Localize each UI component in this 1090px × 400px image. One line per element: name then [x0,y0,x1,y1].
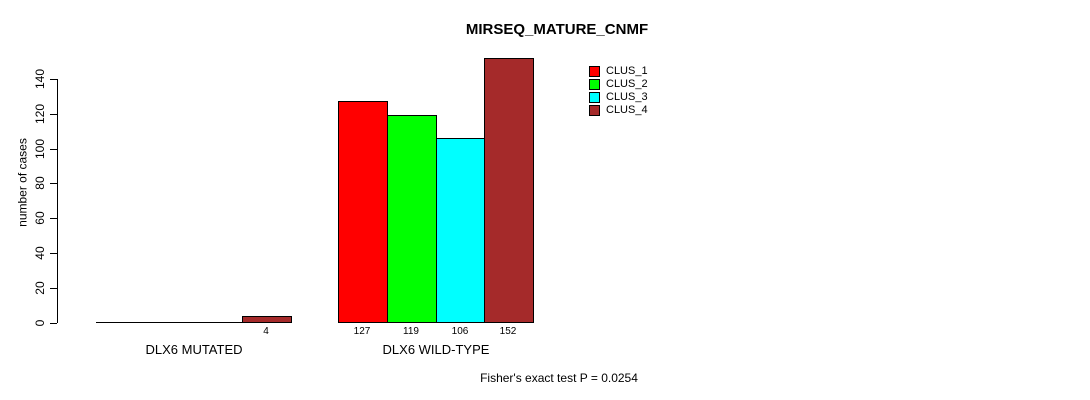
y-tick-label: 20 [33,281,47,295]
bar-clus_3 [436,138,486,323]
y-tick-label: 120 [33,103,47,125]
legend-label: CLUS_4 [606,104,648,116]
zero-bar-clus_2 [145,322,195,323]
y-tick-mark [50,79,57,80]
y-tick-label: 0 [33,319,47,327]
group-label: DLX6 WILD-TYPE [382,342,490,357]
annotation-text: Fisher's exact test P = 0.0254 [480,371,638,385]
y-tick-mark [50,323,57,324]
bar-clus_2 [387,115,437,323]
bar-value-label: 4 [263,326,269,337]
group-label: DLX6 MUTATED [145,342,243,357]
y-tick-mark [50,114,57,115]
y-tick-label: 100 [33,138,47,160]
zero-bar-clus_3 [194,322,244,323]
legend-item: CLUS_1 [589,66,648,77]
y-axis-title: number of cases [15,138,30,227]
y-tick-mark [50,218,57,219]
y-tick-mark [50,253,57,254]
legend: CLUS_1 CLUS_2 CLUS_3 CLUS_4 [589,66,648,116]
y-tick-label: 40 [33,246,47,260]
y-tick-label: 80 [33,176,47,190]
legend-swatch-clus_1 [589,66,600,77]
y-tick-mark [50,288,57,289]
legend-swatch-clus_4 [589,105,600,116]
legend-label: CLUS_3 [606,91,648,103]
y-tick-label: 60 [33,211,47,225]
bar-value-label: 106 [451,326,469,337]
bar-clus_4 [242,316,292,323]
legend-label: CLUS_2 [606,78,648,90]
legend-swatch-clus_3 [589,92,600,103]
y-axis-line [57,79,58,323]
bar-value-label: 127 [353,326,371,337]
legend-label: CLUS_1 [606,65,648,77]
legend-item: CLUS_2 [589,79,648,90]
y-tick-mark [50,149,57,150]
bar-value-label: 119 [403,326,419,337]
zero-bar-clus_1 [96,322,146,323]
bar-value-label: 152 [499,326,517,337]
bar-clus_4 [484,58,534,323]
legend-item: CLUS_4 [589,105,648,116]
bar-clus_1 [338,101,388,323]
chart-title: MIRSEQ_MATURE_CNMF [465,21,649,38]
legend-swatch-clus_2 [589,79,600,90]
y-tick-mark [50,183,57,184]
y-tick-label: 140 [33,68,47,90]
legend-item: CLUS_3 [589,92,648,103]
